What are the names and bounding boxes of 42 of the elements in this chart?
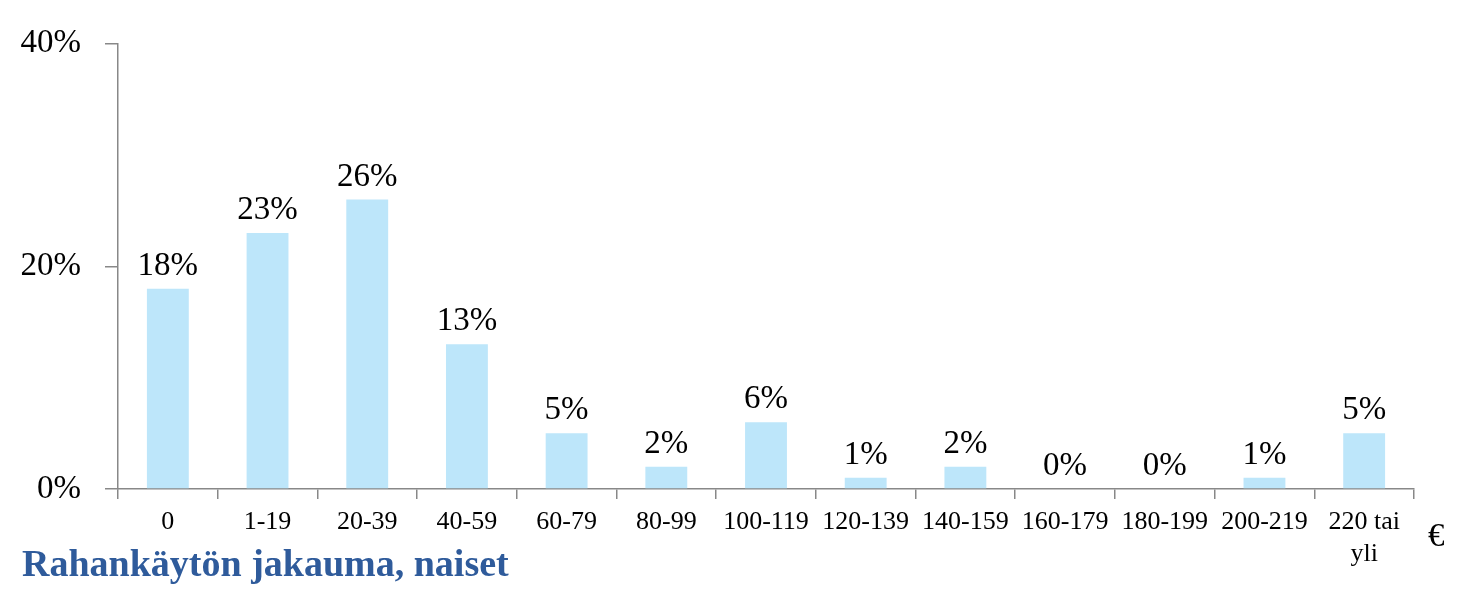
y-tick-label: 40% [20, 23, 81, 60]
data-label: 0% [1142, 446, 1187, 482]
data-label: 1% [1242, 434, 1287, 471]
bar [645, 466, 688, 489]
x-tick-label: 1-19 [243, 506, 292, 536]
data-label: 26% [336, 156, 398, 193]
data-label: 6% [744, 379, 788, 416]
y-tick-label: 0% [37, 468, 81, 505]
data-label: 0% [1043, 446, 1088, 482]
x-tick-label: 180-199 [1121, 506, 1209, 536]
x-tick-label: 0 [161, 506, 175, 536]
data-label: 13% [436, 301, 498, 338]
x-tick-label: 100-119 [723, 506, 809, 536]
data-label: 1% [843, 434, 888, 471]
data-label: 2% [644, 423, 689, 460]
data-label: 5% [544, 390, 589, 427]
bar [1343, 433, 1386, 489]
bar [346, 199, 389, 489]
x-tick-label: 160-179 [1021, 506, 1109, 536]
data-label: 2% [943, 423, 988, 460]
x-axis-title: € [1428, 516, 1445, 553]
y-tick-label: 20% [20, 246, 81, 283]
bar [944, 466, 987, 489]
text: Rahankäytön jakauma, naiset [22, 541, 509, 585]
x-tick-label: 20-39 [336, 506, 398, 536]
x-tick-label: 200-219 [1221, 506, 1308, 536]
bar [146, 288, 189, 489]
bar [745, 422, 787, 489]
x-tick-label: 40-59 [436, 506, 498, 536]
bar [445, 344, 488, 489]
bar [545, 433, 588, 489]
bar [246, 233, 289, 489]
x-tick-label: 60-79 [536, 506, 597, 536]
data-label: 5% [1342, 390, 1387, 427]
x-tick-label: 220 tai yli [1328, 506, 1400, 567]
x-tick-label: 120-139 [822, 506, 910, 536]
x-tick-label: 80-99 [635, 506, 697, 536]
data-label: 18% [137, 245, 199, 282]
data-label: 23% [237, 190, 298, 227]
bar [844, 477, 887, 489]
bar [1243, 477, 1286, 489]
x-tick-label: 140-159 [922, 506, 1009, 536]
